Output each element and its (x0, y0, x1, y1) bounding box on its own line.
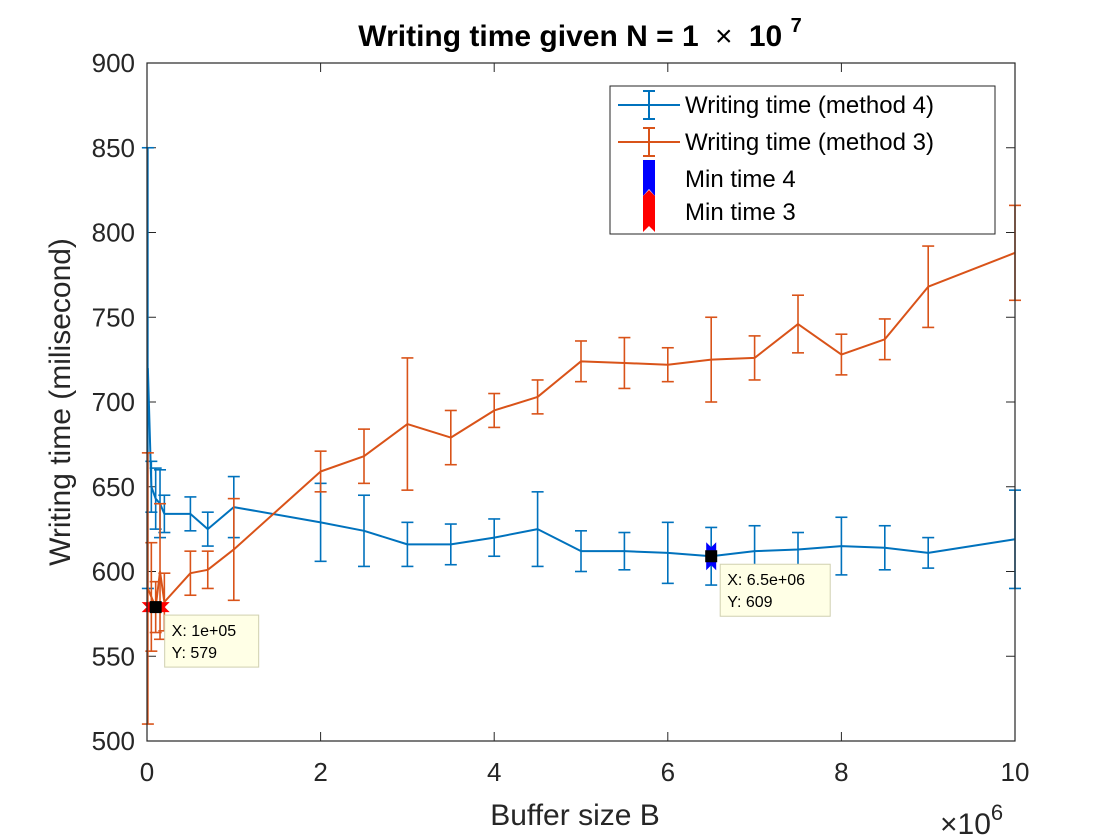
ticks-layer: 0 2 4 6 8 10 500 550 600 650 700 750 800 850 900 (92, 48, 1030, 787)
x-tick-label: 6 (661, 757, 675, 787)
error-bar (141, 452, 154, 725)
error-bar (201, 511, 214, 547)
error-bar (748, 335, 761, 381)
error-bar (792, 294, 804, 354)
y-tick-label: 750 (92, 302, 135, 332)
error-bar (201, 550, 214, 590)
legend-item-min3: Min time 3 (643, 190, 796, 232)
error-bar (531, 379, 544, 415)
error-bar (878, 524, 891, 571)
y-tick-label: 500 (92, 726, 135, 756)
x-axis-exponent: ×106 (940, 800, 1003, 840)
error-bar (401, 521, 414, 568)
error-bar (488, 392, 501, 429)
datatip: X: 1e+05 Y: 579 (164, 614, 260, 668)
y-axis-title: Writing time (milisecond) (44, 238, 77, 566)
legend-label-method4: Writing time (method 4) (685, 92, 934, 119)
y-tick-label: 650 (92, 472, 135, 502)
datatip-x-text: X: 1e+05 (172, 623, 237, 640)
chart-title: Writing time given N = 1 × 10 7 (358, 15, 801, 53)
y-tick-label: 900 (92, 48, 135, 78)
datatip-y-text: Y: 609 (727, 594, 772, 611)
error-bar (227, 497, 240, 602)
x-tick-label: 2 (313, 757, 327, 787)
datatip-anchor[interactable] (705, 550, 718, 563)
legend-label-min3: Min time 3 (685, 199, 796, 226)
x-exponent-times: × (940, 808, 958, 840)
error-bar (705, 316, 718, 403)
error-bar (835, 516, 848, 576)
x-tick-label: 4 (487, 757, 501, 787)
error-bar (618, 336, 631, 390)
chart-title-times: × (715, 20, 733, 53)
chart-title-base: 10 (749, 20, 782, 53)
y-tick-label: 850 (92, 133, 135, 163)
series-method4 (141, 146, 1021, 590)
error-bar (835, 333, 848, 376)
x-axis-title: Buffer size B (490, 799, 660, 832)
error-bar (575, 340, 587, 383)
datatip: X: 6.5e+06 Y: 609 (719, 563, 831, 617)
min-marker-3 (141, 601, 170, 614)
series-method3 (141, 204, 1021, 725)
error-bar (575, 530, 587, 573)
datatip-x-text: X: 6.5e+06 (727, 572, 805, 589)
legend-item-min4: Min time 4 (643, 160, 796, 196)
chart-title-exp: 7 (791, 15, 802, 37)
x-exponent-base: 10 (958, 808, 991, 840)
y-tick-label: 700 (92, 387, 135, 417)
datatip-box (719, 563, 831, 617)
error-bar (488, 518, 501, 558)
error-bar (444, 523, 457, 566)
datatip-anchor[interactable] (149, 601, 162, 614)
legend-box (609, 85, 996, 235)
x-tick-label: 8 (834, 757, 848, 787)
legend: Writing time (method 4) Writing time (me… (609, 85, 996, 235)
error-bar (531, 491, 544, 568)
error-bar (401, 357, 414, 491)
chart-title-main: Writing time given N = 1 (358, 20, 698, 53)
legend-label-method3: Writing time (method 3) (685, 129, 934, 156)
error-bar (444, 409, 457, 466)
error-bar (184, 496, 197, 532)
min-marker-4 (705, 542, 718, 571)
legend-marker-min3 (643, 190, 655, 232)
x-tick-label: 0 (140, 757, 154, 787)
legend-item-method3: Writing time (method 3) (618, 127, 934, 157)
error-bar (618, 531, 631, 571)
x-tick-label: 10 (1001, 757, 1030, 787)
legend-label-min4: Min time 4 (685, 166, 796, 193)
series-layer (141, 146, 1021, 725)
error-bar (922, 536, 935, 569)
error-bar (878, 318, 891, 361)
error-bar (922, 245, 935, 329)
y-tick-label: 600 (92, 557, 135, 587)
error-bar (314, 450, 327, 493)
y-tick-label: 800 (92, 218, 135, 248)
datatip-y-text: Y: 579 (172, 645, 217, 662)
legend-marker-min4 (643, 160, 655, 196)
error-bar (154, 502, 167, 641)
error-bar (358, 428, 370, 485)
error-bar (184, 550, 197, 597)
x-exponent-power: 6 (991, 800, 1003, 825)
error-bar (661, 521, 674, 585)
axes-box (146, 62, 1016, 742)
legend-item-method4: Writing time (method 4) (618, 90, 934, 120)
datatip-box (164, 614, 260, 668)
markers-layer: X: 6.5e+06 Y: 609 X: 1e+05 Y: 579 (141, 542, 831, 668)
error-bar (661, 346, 674, 383)
error-bar (358, 494, 370, 568)
y-tick-label: 550 (92, 641, 135, 671)
